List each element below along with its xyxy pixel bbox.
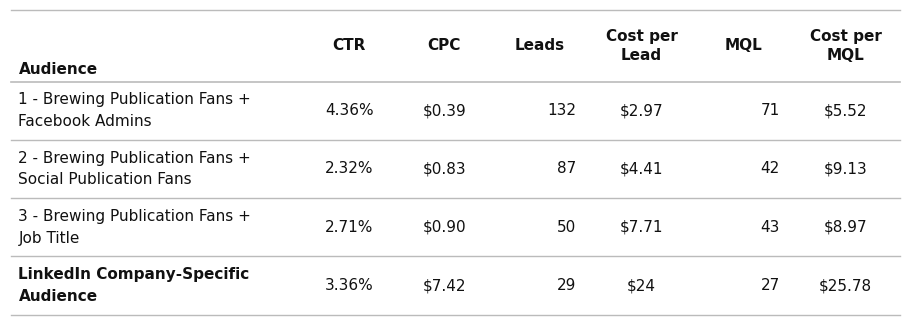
Text: $25.78: $25.78 xyxy=(819,278,872,293)
Text: 2.71%: 2.71% xyxy=(325,220,374,235)
Text: Audience: Audience xyxy=(18,62,98,78)
Text: 2.32%: 2.32% xyxy=(325,162,374,176)
Text: $9.13: $9.13 xyxy=(823,162,868,176)
Text: 1 - Brewing Publication Fans +: 1 - Brewing Publication Fans + xyxy=(18,92,251,107)
Text: 132: 132 xyxy=(547,103,576,118)
Text: $4.41: $4.41 xyxy=(619,162,664,176)
Text: $7.42: $7.42 xyxy=(423,278,466,293)
Text: LinkedIn Company-Specific: LinkedIn Company-Specific xyxy=(18,267,250,282)
Text: Job Title: Job Title xyxy=(18,231,79,246)
Text: 87: 87 xyxy=(557,162,576,176)
Text: $2.97: $2.97 xyxy=(619,103,664,118)
Text: $0.90: $0.90 xyxy=(423,220,466,235)
Text: $5.52: $5.52 xyxy=(823,103,868,118)
Text: $7.71: $7.71 xyxy=(619,220,664,235)
Text: Leads: Leads xyxy=(514,38,565,53)
Text: Audience: Audience xyxy=(18,289,98,304)
Text: $8.97: $8.97 xyxy=(823,220,868,235)
Text: 42: 42 xyxy=(761,162,780,176)
Text: $24: $24 xyxy=(627,278,656,293)
Text: 27: 27 xyxy=(761,278,780,293)
Text: 71: 71 xyxy=(761,103,780,118)
Text: CTR: CTR xyxy=(332,38,366,53)
Text: Cost per
MQL: Cost per MQL xyxy=(809,29,881,63)
Text: 3 - Brewing Publication Fans +: 3 - Brewing Publication Fans + xyxy=(18,209,251,224)
Text: CPC: CPC xyxy=(427,38,462,53)
Text: 50: 50 xyxy=(557,220,576,235)
Text: MQL: MQL xyxy=(725,38,762,53)
Text: $0.83: $0.83 xyxy=(423,162,466,176)
Text: $0.39: $0.39 xyxy=(423,103,466,118)
Text: Social Publication Fans: Social Publication Fans xyxy=(18,172,192,187)
Text: 4.36%: 4.36% xyxy=(325,103,374,118)
Text: 43: 43 xyxy=(761,220,780,235)
Text: Cost per
Lead: Cost per Lead xyxy=(605,29,677,63)
Text: 29: 29 xyxy=(557,278,576,293)
Text: 2 - Brewing Publication Fans +: 2 - Brewing Publication Fans + xyxy=(18,151,251,166)
Text: 3.36%: 3.36% xyxy=(325,278,374,293)
Text: Facebook Admins: Facebook Admins xyxy=(18,114,152,129)
